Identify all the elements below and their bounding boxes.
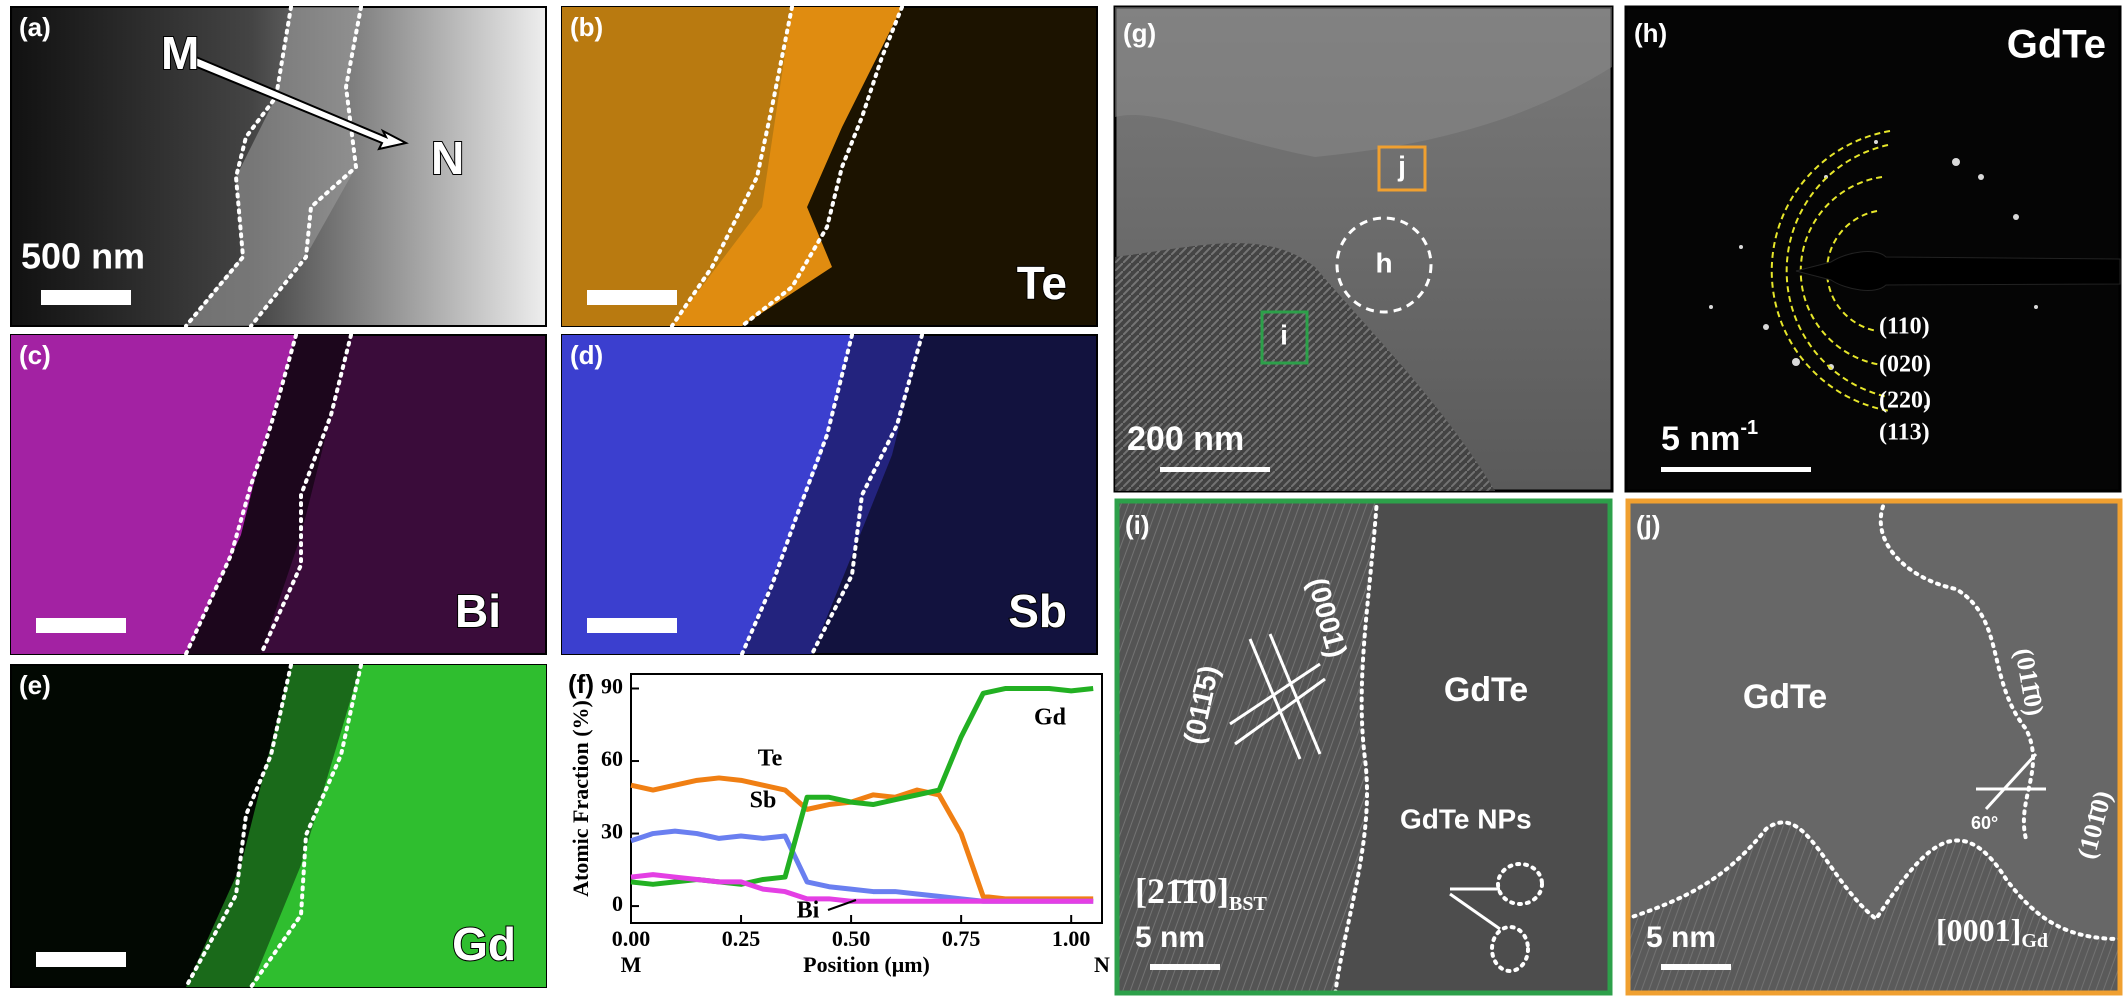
y-tick-label: 90 [601,674,623,699]
panel-label: (h) [1634,18,1667,48]
particle-label: GdTe NPs [1400,803,1532,834]
y-tick-label: 60 [601,746,623,771]
y-tick-label: 0 [612,891,623,916]
angle-label: 60° [1971,813,1998,833]
phase-label: GdTe [2007,23,2106,67]
scale-bar-text: 5 nm [1661,420,1740,458]
panel-i: (i) (0001) (011̄5) GdTe GdTe NPs [21̄1̄0… [1114,497,1613,997]
ring-label: (220) [1879,388,1931,414]
panel-label: (g) [1123,18,1156,48]
zone-axis-sub: BST [1229,893,1267,915]
panel-label: (j) [1636,510,1661,540]
panel-label: (c) [19,340,51,370]
x-axis-title: Position (μm) [803,952,930,977]
ring-label: (020) [1879,352,1931,378]
scale-bar [1160,467,1270,472]
panel-g: (g) j h i 200 nm [1113,5,1614,493]
series-label: Sb [750,788,777,814]
y-axis-title: Atomic Fraction (%) [568,700,593,897]
zone-axis: [0001]Gd [1936,912,2048,951]
x-tick-label: 0.25 [722,926,761,951]
panel-c: (c) Bi [10,333,547,656]
panel-f: (f) 0 30 60 90 0.00 0.25 0.50 0.75 1.00 M N Positio… [568,669,1110,977]
zone-axis: [21̄1̄0]BST [1135,871,1267,914]
ring-label: (110) [1879,314,1930,340]
x-tick-label: 0.75 [942,926,981,951]
scale-bar [587,290,677,305]
scale-bar-label: 5 nm [1646,921,1716,954]
scale-bar-label: 5 nm [1135,921,1205,954]
scale-bar [36,952,126,967]
scale-bar-label: 5 nm-1 [1661,417,1758,458]
label-arrow [827,899,857,911]
panel-label: (f) [568,669,594,699]
panel-j: (j) GdTe (011̄0) (101̄0) 60° [0001]Gd 5 … [1624,497,2123,996]
zone-axis-text: [0001] [1936,912,2021,948]
panel-label: (d) [570,340,603,370]
zone-axis-text: [21̄1̄0] [1135,871,1229,911]
phase-label: GdTe [1444,671,1528,709]
element-label: Te [1017,257,1067,309]
region-label: i [1280,319,1288,350]
scale-bar [1150,964,1220,970]
zone-axis-sub: Gd [2021,930,2048,952]
scale-bar [41,290,131,305]
element-label: Bi [455,585,501,637]
y-tick-label: 30 [601,819,623,844]
panel-label: (a) [19,12,51,42]
scale-bar [1661,964,1731,970]
panel-label: (i) [1125,510,1150,540]
scale-bar-label: 500 nm [21,236,145,277]
region-label: j [1397,150,1406,181]
element-label: Gd [452,918,516,970]
series-line [630,872,1094,904]
scale-bar [36,618,126,633]
region-label: h [1375,247,1392,278]
series-label: Gd [1034,705,1067,731]
panel-a: (a) M N 500 nm [10,5,547,328]
x-end-label: M [621,952,642,977]
x-tick-label: 1.00 [1052,926,1091,951]
panel-d: (d) Sb [561,333,1098,656]
phase-label: GdTe [1743,678,1827,716]
panel-label: (b) [570,12,603,42]
panel-h: (h) GdTe (110) (020) (220) (113) 5 nm-1 [1624,5,2122,493]
series-label: Te [758,746,783,772]
x-tick-label: 0.00 [612,926,651,951]
scale-bar-label: 200 nm [1127,420,1244,458]
element-label: Sb [1008,585,1067,637]
scale-bar [587,618,677,633]
panel-b: (b) Te [561,5,1098,328]
series-label: Bi [797,898,820,924]
x-end-label: N [1094,952,1110,977]
panel-label: (e) [19,670,51,700]
point-label: N [431,132,464,184]
panel-e: (e) Gd [10,663,547,989]
scale-bar [1661,467,1811,472]
scale-bar-sup: -1 [1740,417,1758,439]
x-tick-label: 0.50 [832,926,871,951]
ring-label: (113) [1879,420,1930,446]
point-label: M [161,27,199,79]
